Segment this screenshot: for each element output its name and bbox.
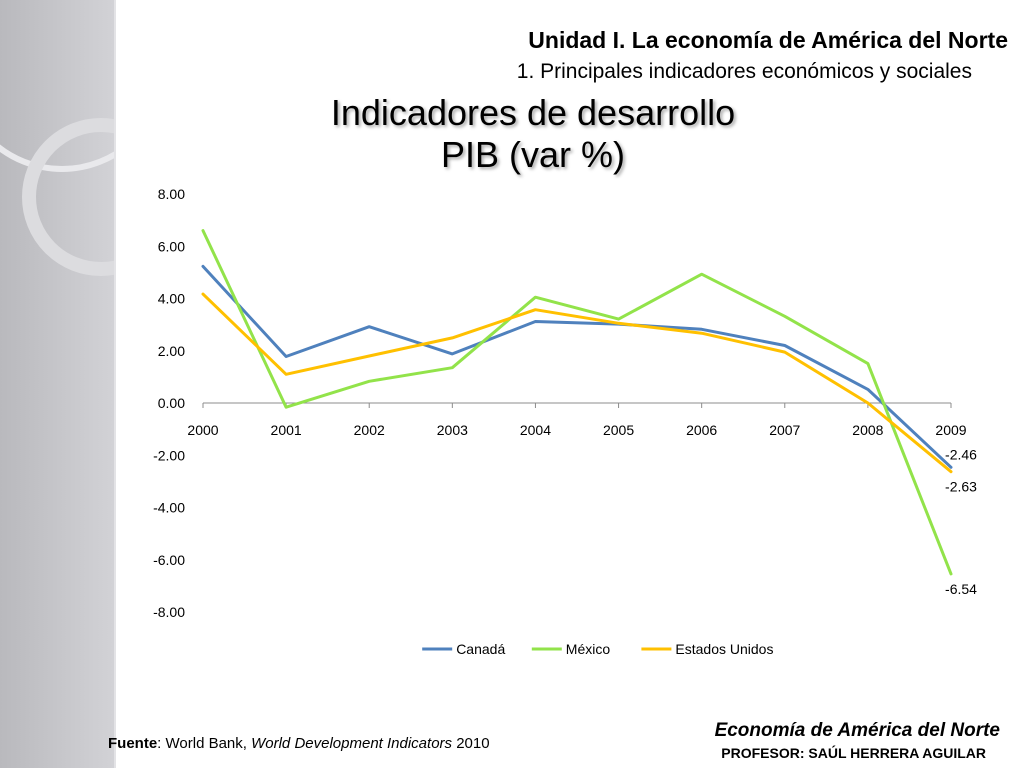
x-tick-label: 2003 [437,422,468,438]
y-tick-label: 8.00 [158,186,185,202]
y-tick-label: 6.00 [158,238,185,254]
source-year: 2010 [452,735,490,752]
series-line-mexico [201,229,953,576]
source-title: World Development Indicators [251,735,453,752]
unit-subtitle: 1. Principales indicadores económicos y … [516,60,972,83]
y-tick-label: -4.00 [153,500,185,516]
end-data-labels: -2.46 -6.54 -2.63 [945,446,977,597]
x-axis: 2000 2001 2002 2003 2004 2005 2006 2007 2008 2009 [187,402,967,438]
decorative-side-band [0,0,114,768]
x-tick-label: 2001 [271,422,302,438]
source-note: Fuente: World Bank, World Development In… [108,735,490,752]
footer-course-title: Economía de América del Norte [714,720,1000,741]
y-tick-label: 2.00 [158,343,185,359]
legend-label: Estados Unidos [675,641,773,657]
slide-title: Indicadores de desarrollo PIB (var %) [300,92,766,176]
slide-title-line-1: Indicadores de desarrollo [330,92,736,133]
y-tick-label: 4.00 [158,291,185,307]
unit-title: Unidad I. La economía de América del Nor… [528,27,1008,53]
x-tick-label: 2007 [769,422,800,438]
legend-label: México [566,641,611,657]
end-data-label: -6.54 [945,581,977,597]
end-data-label: -2.46 [945,446,977,462]
y-tick-label: -6.00 [153,552,185,568]
y-axis-tick-labels: 8.00 6.00 4.00 2.00 0.00 -2.00 -4.00 -6.00 -8.00 [153,186,185,620]
side-band-edge [114,0,116,768]
legend-label: Canadá [456,641,505,657]
x-tick-label: 2006 [686,422,717,438]
x-tick-label: 2009 [935,422,966,438]
series-layer [201,229,953,576]
chart-legend: Canadá México Estados Unidos [422,641,773,657]
y-tick-label: -2.00 [153,447,185,463]
x-tick-label: 2000 [187,422,218,438]
slide-title-line-2: PIB (var %) [440,134,626,175]
series-line-estados-unidos [201,292,953,474]
y-tick-label: 0.00 [158,395,185,411]
x-tick-label: 2008 [852,422,883,438]
x-tick-label: 2002 [354,422,385,438]
gdp-line-chart: 8.00 6.00 4.00 2.00 0.00 -2.00 -4.00 -6.00 -8.00… [153,186,977,657]
series-line-canada [201,264,953,469]
end-data-label: -2.63 [945,479,977,495]
footer-professor: PROFESOR: SAÚL HERRERA AGUILAR [721,745,986,761]
x-tick-label: 2004 [520,422,551,438]
source-label: Fuente [108,735,158,752]
source-prefix: : World Bank, [157,735,252,752]
x-tick-label: 2005 [603,422,634,438]
y-tick-label: -8.00 [153,604,185,620]
